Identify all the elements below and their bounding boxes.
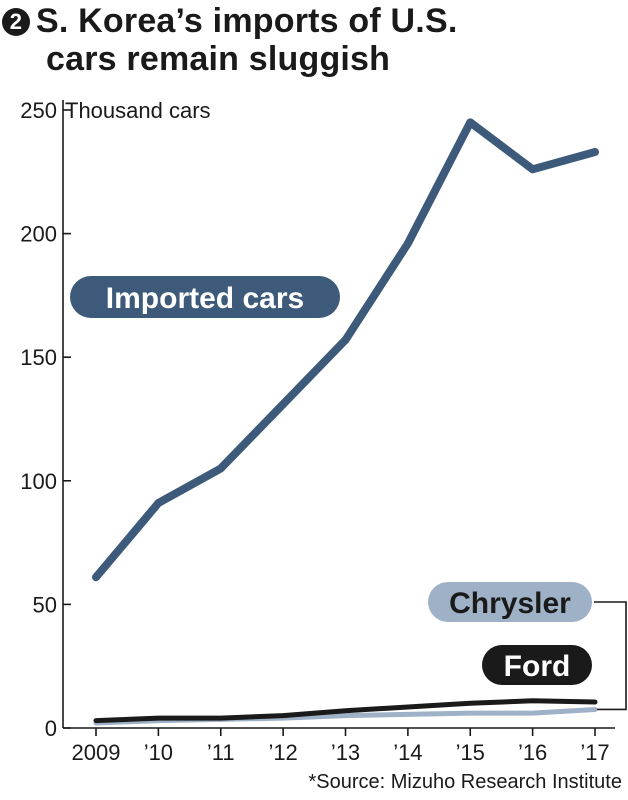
series-line-ford xyxy=(93,698,598,724)
x-tick-label: ’12 xyxy=(268,740,297,765)
y-tick-label: 200 xyxy=(20,222,57,247)
series-label-imported-cars: Imported cars xyxy=(106,282,304,315)
x-tick-label: ’13 xyxy=(331,740,360,765)
series-line-imported-cars xyxy=(92,118,599,582)
x-tick-label: 2009 xyxy=(72,740,121,765)
chart-title: 2 S. Korea’s imports of U.S. cars remain … xyxy=(2,2,626,78)
x-tick-label: ’10 xyxy=(144,740,173,765)
x-tick-label: ’14 xyxy=(393,740,422,765)
y-tick-label: 0 xyxy=(45,716,57,741)
x-tick-label: ’16 xyxy=(518,740,547,765)
title-text-1: S. Korea’s imports of U.S. xyxy=(36,2,458,40)
title-line-2: cars remain sluggish xyxy=(46,40,391,78)
title-line-1: 2 S. Korea’s imports of U.S. xyxy=(2,2,626,40)
source-note: *Source: Mizuho Research Institute xyxy=(308,771,623,793)
y-tick-label: 50 xyxy=(33,592,57,617)
x-tick-label: ’11 xyxy=(207,740,235,765)
series-label-chrysler: Chrysler xyxy=(449,587,571,620)
series-label-ford: Ford xyxy=(504,650,571,683)
x-tick-label: ’15 xyxy=(456,740,485,765)
series-label-imported-cars-pill xyxy=(70,276,340,318)
series-label-ford-pill xyxy=(482,645,592,685)
y-tick-label: 250 xyxy=(20,98,57,123)
figure-number-badge: 2 xyxy=(2,8,30,36)
y-axis-unit-label: Thousand cars xyxy=(65,98,211,123)
chrysler-leader-line xyxy=(594,601,627,711)
y-tick-label: 100 xyxy=(20,469,57,494)
series-label-chrysler-pill xyxy=(428,582,592,622)
y-tick-label: 150 xyxy=(20,345,57,370)
x-tick-label: ’17 xyxy=(580,740,609,765)
